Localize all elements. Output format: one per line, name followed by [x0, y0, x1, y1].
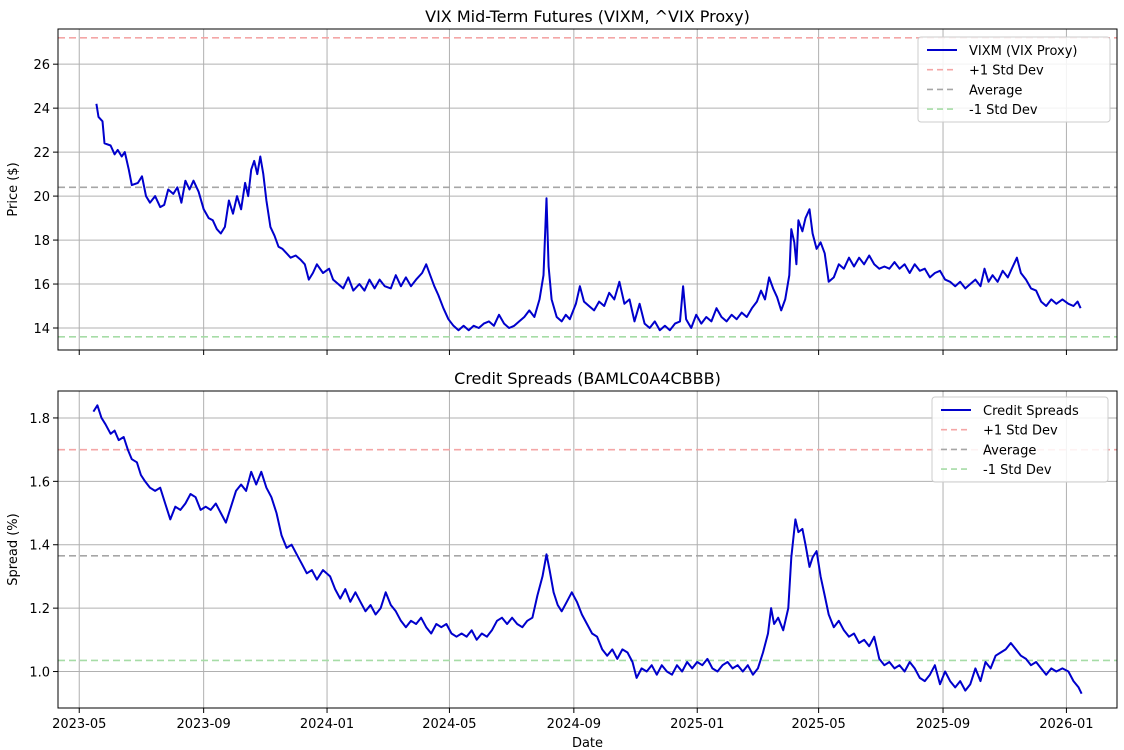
y-axis-label: Price ($) — [6, 162, 21, 216]
y-tick-label: 1.2 — [29, 602, 50, 617]
y-tick-label: 14 — [33, 322, 50, 337]
legend-label: Average — [983, 443, 1036, 458]
y-tick-label: 26 — [33, 58, 50, 73]
legend: VIXM (VIX Proxy) +1 Std Dev Average -1 Std … — [917, 36, 1111, 123]
series-line — [95, 103, 1082, 332]
y-tick-label: 22 — [33, 146, 50, 161]
x-axis-label: Date — [572, 736, 603, 750]
y-tick-label: 1.0 — [29, 666, 50, 681]
legend-label: Average — [969, 83, 1022, 98]
legend: Credit Spreads +1 Std Dev Average -1 Std De… — [931, 396, 1109, 483]
y-axis-label: Spread (%) — [6, 513, 21, 585]
y-tick-label: 16 — [33, 278, 50, 293]
legend-label: +1 Std Dev — [969, 64, 1044, 79]
chart-2: 2023-05 2023-09 2024-01 2024-05 2024-09 2025-… — [6, 369, 1118, 750]
y-tick-label: 1.4 — [29, 539, 50, 554]
x-tick-label: 2026-01 — [1039, 717, 1093, 732]
y-tick-label: 1.8 — [29, 412, 50, 427]
axes-frame — [57, 28, 1118, 351]
y-tick-label: 24 — [33, 102, 50, 117]
x-tick-label: 2023-09 — [176, 717, 230, 732]
legend-label: VIXM (VIX Proxy) — [969, 44, 1078, 59]
axes-frame — [57, 390, 1118, 709]
legend-label: +1 Std Dev — [983, 424, 1058, 439]
y-tick-label: 1.6 — [29, 475, 50, 490]
legend-label: -1 Std Dev — [983, 463, 1052, 478]
x-tick-label: 2023-05 — [52, 717, 106, 732]
legend-box — [917, 36, 1111, 123]
chart-title: Credit Spreads (BAMLC0A4CBBB) — [454, 369, 721, 388]
legend-label: -1 Std Dev — [969, 103, 1038, 118]
legend-label: Credit Spreads — [983, 404, 1079, 419]
y-tick-label: 18 — [33, 234, 50, 249]
y-tick-label: 20 — [33, 190, 50, 205]
x-tick-label: 2024-05 — [422, 717, 476, 732]
chart-title: VIX Mid-Term Futures (VIXM, ^VIX Proxy) — [425, 7, 750, 26]
x-tick-label: 2025-01 — [670, 717, 724, 732]
x-tick-label: 2024-01 — [300, 717, 354, 732]
x-tick-label: 2024-09 — [547, 717, 601, 732]
series-line — [92, 404, 1083, 695]
legend-box — [931, 396, 1109, 483]
chart-1: 14 16 18 20 22 24 26 VIX Mid-Term Futures (VIXM… — [6, 7, 1118, 355]
x-tick-label: 2025-09 — [916, 717, 970, 732]
x-tick-label: 2025-05 — [791, 717, 845, 732]
